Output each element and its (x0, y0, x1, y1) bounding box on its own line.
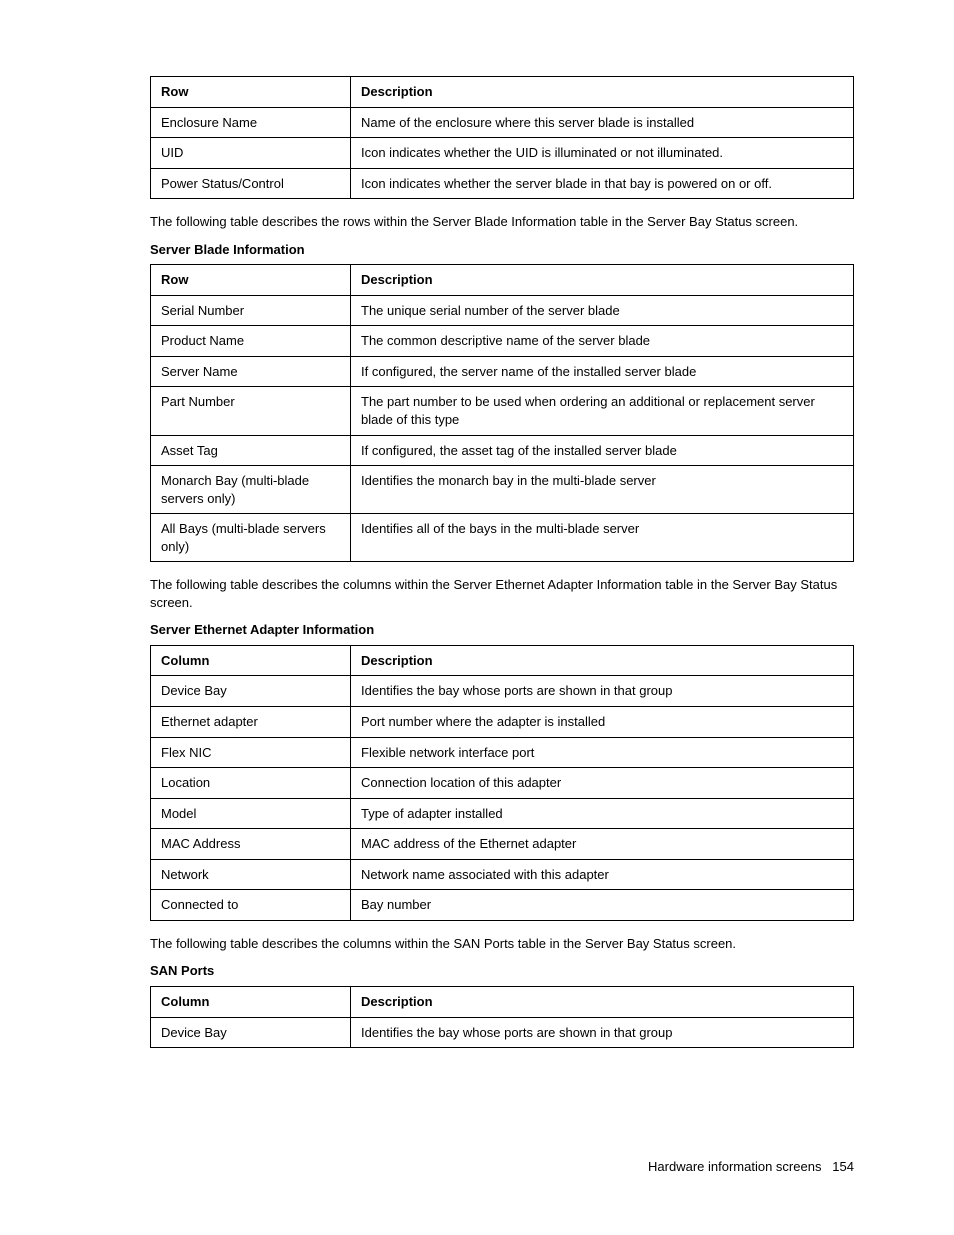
page-footer: Hardware information screens 154 (150, 1158, 854, 1176)
cell-key: Network (151, 859, 351, 890)
cell-desc: Identifies all of the bays in the multi-… (351, 514, 854, 562)
cell-key: Part Number (151, 387, 351, 435)
table-row: Monarch Bay (multi-blade servers only)Id… (151, 466, 854, 514)
table-row: Flex NICFlexible network interface port (151, 737, 854, 768)
cell-desc: Identifies the bay whose ports are shown… (351, 1017, 854, 1048)
cell-desc: Icon indicates whether the server blade … (351, 168, 854, 199)
cell-key: Server Name (151, 356, 351, 387)
cell-key: Power Status/Control (151, 168, 351, 199)
cell-desc: The part number to be used when ordering… (351, 387, 854, 435)
cell-key: Asset Tag (151, 435, 351, 466)
title-san: SAN Ports (150, 962, 854, 980)
table-row: Serial NumberThe unique serial number of… (151, 295, 854, 326)
cell-key: Product Name (151, 326, 351, 357)
cell-key: Monarch Bay (multi-blade servers only) (151, 466, 351, 514)
cell-desc: The unique serial number of the server b… (351, 295, 854, 326)
cell-key: Connected to (151, 890, 351, 921)
th-row: Row (151, 77, 351, 108)
cell-desc: If configured, the asset tag of the inst… (351, 435, 854, 466)
table-blade-info: Row Description Serial NumberThe unique … (150, 264, 854, 562)
table-san: Column Description Device BayIdentifies … (150, 986, 854, 1048)
cell-key: Device Bay (151, 676, 351, 707)
para-blade-info: The following table describes the rows w… (150, 213, 854, 231)
table-row: UIDIcon indicates whether the UID is ill… (151, 138, 854, 169)
title-ethernet: Server Ethernet Adapter Information (150, 621, 854, 639)
cell-desc: Icon indicates whether the UID is illumi… (351, 138, 854, 169)
table-row: Power Status/ControlIcon indicates wheth… (151, 168, 854, 199)
cell-desc: Port number where the adapter is install… (351, 707, 854, 738)
tbody-t0: Enclosure NameName of the enclosure wher… (151, 107, 854, 199)
footer-page: 154 (832, 1159, 854, 1174)
tbody-t3: Device BayIdentifies the bay whose ports… (151, 1017, 854, 1048)
table-row: Part NumberThe part number to be used wh… (151, 387, 854, 435)
cell-desc: Identifies the monarch bay in the multi-… (351, 466, 854, 514)
cell-desc: Network name associated with this adapte… (351, 859, 854, 890)
cell-key: Ethernet adapter (151, 707, 351, 738)
table-row: Asset TagIf configured, the asset tag of… (151, 435, 854, 466)
th-desc: Description (351, 645, 854, 676)
table-row: Device BayIdentifies the bay whose ports… (151, 676, 854, 707)
cell-key: All Bays (multi-blade servers only) (151, 514, 351, 562)
cell-desc: MAC address of the Ethernet adapter (351, 829, 854, 860)
cell-key: Model (151, 798, 351, 829)
th-row: Row (151, 265, 351, 296)
cell-desc: Flexible network interface port (351, 737, 854, 768)
th-col: Column (151, 986, 351, 1017)
table-row: Connected toBay number (151, 890, 854, 921)
cell-desc: Bay number (351, 890, 854, 921)
table-row: NetworkNetwork name associated with this… (151, 859, 854, 890)
cell-desc: If configured, the server name of the in… (351, 356, 854, 387)
cell-desc: Name of the enclosure where this server … (351, 107, 854, 138)
cell-key: UID (151, 138, 351, 169)
cell-key: Device Bay (151, 1017, 351, 1048)
th-col: Column (151, 645, 351, 676)
para-ethernet: The following table describes the column… (150, 576, 854, 611)
title-blade-info: Server Blade Information (150, 241, 854, 259)
footer-section: Hardware information screens (648, 1159, 821, 1174)
cell-desc: Connection location of this adapter (351, 768, 854, 799)
tbody-t2: Device BayIdentifies the bay whose ports… (151, 676, 854, 920)
table-row: Device BayIdentifies the bay whose ports… (151, 1017, 854, 1048)
table-row: Server NameIf configured, the server nam… (151, 356, 854, 387)
cell-key: Location (151, 768, 351, 799)
cell-key: Enclosure Name (151, 107, 351, 138)
para-san: The following table describes the column… (150, 935, 854, 953)
tbody-t1: Serial NumberThe unique serial number of… (151, 295, 854, 561)
th-desc: Description (351, 77, 854, 108)
table-row: Product NameThe common descriptive name … (151, 326, 854, 357)
table-row: All Bays (multi-blade servers only)Ident… (151, 514, 854, 562)
cell-desc: Identifies the bay whose ports are shown… (351, 676, 854, 707)
cell-key: MAC Address (151, 829, 351, 860)
cell-key: Flex NIC (151, 737, 351, 768)
table-row: ModelType of adapter installed (151, 798, 854, 829)
table-row: Ethernet adapterPort number where the ad… (151, 707, 854, 738)
th-desc: Description (351, 986, 854, 1017)
cell-desc: The common descriptive name of the serve… (351, 326, 854, 357)
table-row-desc-top: Row Description Enclosure NameName of th… (150, 76, 854, 199)
table-ethernet: Column Description Device BayIdentifies … (150, 645, 854, 921)
table-row: MAC AddressMAC address of the Ethernet a… (151, 829, 854, 860)
table-row: LocationConnection location of this adap… (151, 768, 854, 799)
cell-desc: Type of adapter installed (351, 798, 854, 829)
cell-key: Serial Number (151, 295, 351, 326)
table-row: Enclosure NameName of the enclosure wher… (151, 107, 854, 138)
th-desc: Description (351, 265, 854, 296)
